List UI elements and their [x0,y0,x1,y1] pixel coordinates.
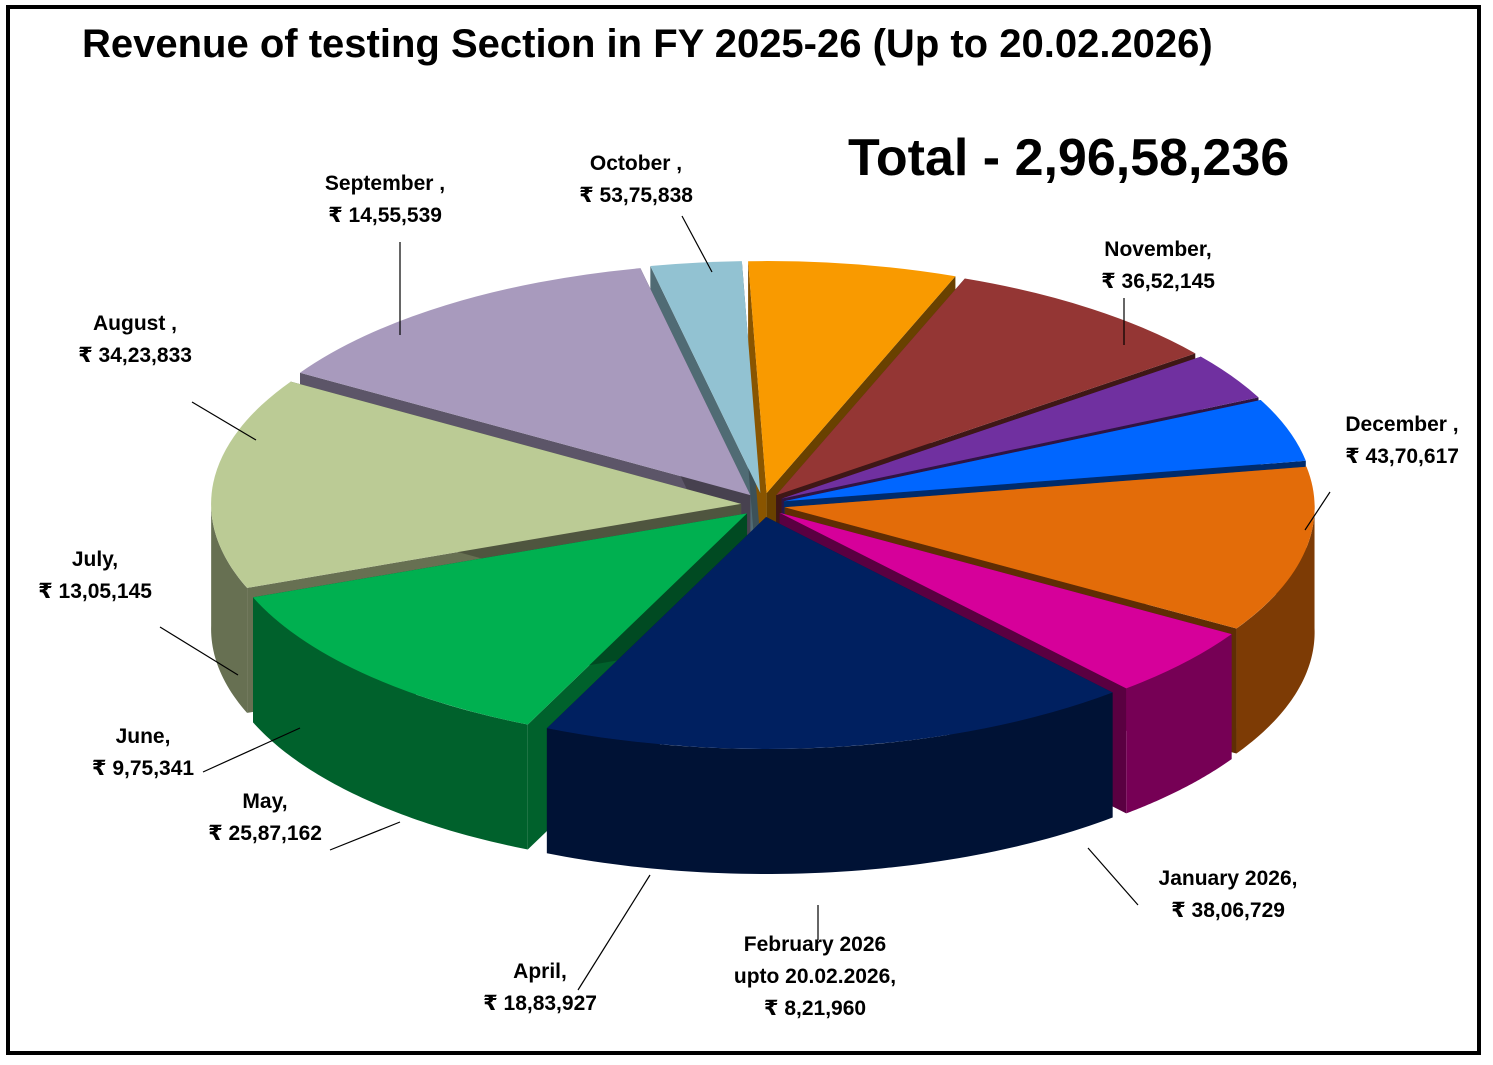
slice-label: January 2026, ₹ 38,06,729 [1159,867,1298,922]
slice-label: July, ₹ 13,05,145 [38,548,152,603]
leader-line [681,215,713,273]
slice-june [781,356,1259,499]
slice-september [779,512,1232,689]
total-annotation: Total - 2,96,58,236 [848,129,1290,187]
leader-line [577,874,651,991]
slice-february [650,261,761,493]
slice-label: September , ₹ 14,55,539 [325,172,445,227]
slice-label: October , ₹ 53,75,838 [579,152,693,207]
chart-title: Revenue of testing Section in FY 2025-26… [82,22,1213,66]
slice-side [211,500,248,713]
slice-november [253,513,748,725]
slice-side [1236,503,1315,754]
slice-january [299,268,751,496]
slice-december [211,381,742,588]
pie-tops [211,261,1315,749]
slice-label: February 2026 upto 20.02.2026, ₹ 8,21,960 [734,933,896,1020]
slice-label: June, ₹ 9,75,341 [92,725,195,780]
slice-label: August , ₹ 34,23,833 [78,312,192,367]
slice-april [748,261,956,494]
slice-october [546,516,1113,749]
leader-line [1304,491,1331,531]
leader-line [202,727,301,773]
slice-label: May, ₹ 25,87,162 [208,790,322,845]
slice-august [784,466,1315,629]
slice-label: April, ₹ 18,83,927 [483,960,597,1015]
slice-may [776,278,1196,496]
slice-label: November, ₹ 36,52,145 [1101,238,1215,293]
slice-side [546,692,1113,874]
leader-line [159,626,239,676]
slice-side [1126,634,1232,814]
leader-line [1087,847,1139,906]
leader-line [191,401,257,441]
leader-line [329,821,401,851]
slice-july [783,399,1306,502]
slice-side [253,597,528,850]
slice-label: December , ₹ 43,70,617 [1345,413,1459,468]
